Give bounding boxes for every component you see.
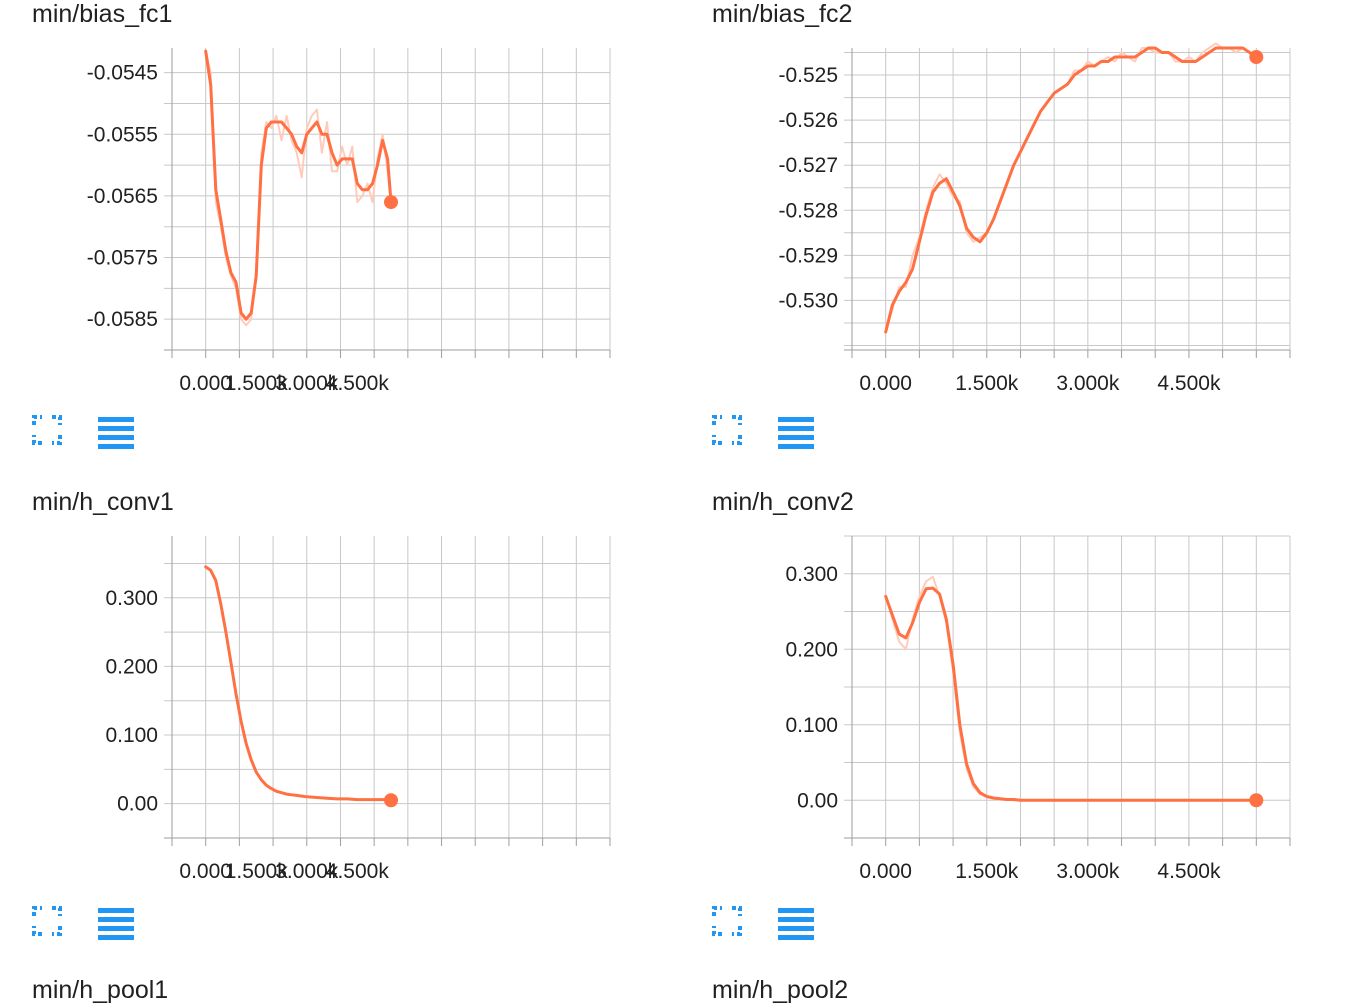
chart-card-bias-fc1: min/bias_fc1 -0.0545 -0.0555 -0.0565 -0.057… <box>32 0 672 490</box>
chart-title: min/h_conv2 <box>712 488 854 516</box>
y-tick-label: 0.300 <box>105 587 158 610</box>
x-tick-label: 0.000 <box>859 372 912 395</box>
line-chart-bias-fc1[interactable]: -0.0545 -0.0555 -0.0565 -0.0575 -0.0585 0.000… <box>32 44 632 395</box>
y-tick-label: -0.528 <box>778 199 838 222</box>
chart-card-h-conv1: min/h_conv1 0.300 0.200 0.100 0.00 0.000 1.50… <box>32 488 672 978</box>
menu-lines-icon <box>778 908 814 940</box>
chart-title: min/h_pool2 <box>712 976 849 1004</box>
series-line <box>204 565 393 802</box>
chart-title: min/bias_fc1 <box>32 0 173 28</box>
y-tick-label: -0.0545 <box>87 62 158 85</box>
toggle-data-button[interactable] <box>777 906 817 946</box>
menu-lines-icon <box>778 417 814 449</box>
last-point-marker <box>384 793 398 808</box>
series-line-raw <box>884 575 1257 802</box>
y-tick-label: -0.529 <box>778 244 838 267</box>
last-point-marker <box>1249 793 1264 808</box>
y-tick-label: 0.00 <box>117 793 158 816</box>
expand-button[interactable] <box>32 415 72 455</box>
fullscreen-icon <box>712 415 742 445</box>
chart-card-bias-fc2: min/bias_fc2 -0.525 -0.526 -0.527 -0.528 -0.… <box>712 0 1352 490</box>
fullscreen-icon <box>32 906 62 936</box>
y-tick-label: 0.300 <box>785 563 838 586</box>
y-tick-label: -0.525 <box>778 64 838 87</box>
fullscreen-icon <box>712 906 742 936</box>
chart-card-h-pool2: min/h_pool2 <box>712 976 1352 1004</box>
x-tick-label: 4.500k <box>1157 372 1221 395</box>
y-tick-label: -0.530 <box>778 289 838 312</box>
x-tick-label: 1.500k <box>955 372 1019 395</box>
x-tick-label: 3.000k <box>275 860 339 883</box>
chart-title: min/h_conv1 <box>32 488 174 516</box>
series-line-raw <box>204 50 392 327</box>
x-tick-label: 0.000 <box>859 860 912 883</box>
series-line <box>204 49 393 321</box>
toggle-data-button[interactable] <box>777 415 817 455</box>
chart-title: min/bias_fc2 <box>712 0 853 28</box>
y-tick-label: 0.200 <box>105 655 158 678</box>
y-tick-label: -0.0575 <box>87 247 158 270</box>
line-chart-bias-fc2[interactable]: -0.525 -0.526 -0.527 -0.528 -0.529 -0.530 0.00… <box>712 42 1312 395</box>
series-line <box>884 586 1258 802</box>
x-tick-label: 0.000 <box>179 860 232 883</box>
x-tick-label: 0.000 <box>179 372 232 395</box>
y-tick-label: 0.00 <box>797 789 838 812</box>
expand-button[interactable] <box>712 415 752 455</box>
x-tick-label: 3.000k <box>1056 860 1120 883</box>
toggle-data-button[interactable] <box>97 415 137 455</box>
line-chart-h-conv2[interactable]: 0.300 0.200 0.100 0.00 0.000 1.500k 3.000k 4.50… <box>712 532 1312 883</box>
line-chart-h-conv1[interactable]: 0.300 0.200 0.100 0.00 0.0001.500k3.000k4.50… <box>32 532 632 883</box>
y-tick-label: 0.100 <box>785 714 838 737</box>
fullscreen-icon <box>32 415 62 445</box>
x-tick-label: 4.500k <box>326 372 390 395</box>
menu-lines-icon <box>98 417 134 449</box>
y-tick-label: 0.200 <box>785 638 838 661</box>
last-point-marker <box>384 195 398 210</box>
y-tick-label: -0.527 <box>778 154 838 177</box>
y-tick-label: 0.100 <box>105 724 158 747</box>
x-tick-label: 1.500k <box>225 860 289 883</box>
y-tick-label: -0.0555 <box>87 123 158 146</box>
y-tick-label: -0.526 <box>778 109 838 132</box>
y-tick-label: -0.0565 <box>87 185 158 208</box>
menu-lines-icon <box>98 908 134 940</box>
x-tick-label: 3.000k <box>1056 372 1120 395</box>
last-point-marker <box>1249 50 1264 65</box>
chart-card-h-pool1: min/h_pool1 <box>32 976 672 1004</box>
x-tick-label: 4.500k <box>1157 860 1221 883</box>
expand-button[interactable] <box>32 906 72 946</box>
expand-button[interactable] <box>712 906 752 946</box>
x-tick-label: 1.500k <box>955 860 1019 883</box>
x-tick-label: 1.500k <box>225 372 289 395</box>
toggle-data-button[interactable] <box>97 906 137 946</box>
chart-card-h-conv2: min/h_conv2 0.300 0.200 0.100 0.00 0.000 1.50… <box>712 488 1352 978</box>
series-line <box>884 46 1258 334</box>
x-tick-label: 3.000k <box>275 372 339 395</box>
chart-title: min/h_pool1 <box>32 976 169 1004</box>
x-tick-label: 4.500k <box>326 860 390 883</box>
y-tick-label: -0.0585 <box>87 308 158 331</box>
